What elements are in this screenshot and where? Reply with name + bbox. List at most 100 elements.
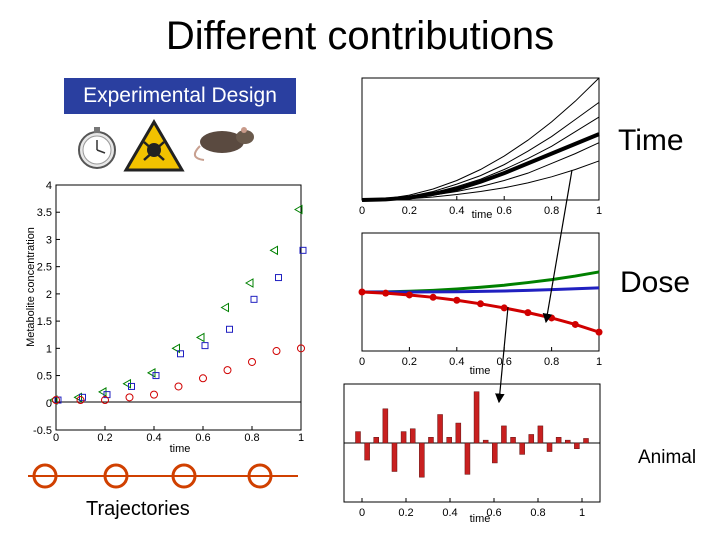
red-dose-marker	[595, 328, 603, 336]
x-tick-label: 0.4	[146, 432, 161, 444]
red-dose-marker	[358, 288, 366, 296]
time-panel: 0 0.2 0.4 0.6 0.8 1 time	[359, 77, 602, 221]
red-circle-point	[248, 357, 256, 366]
animal-bar	[419, 442, 425, 478]
animal-bar	[510, 437, 516, 444]
stopwatch-icon	[78, 127, 116, 169]
animal-bar	[355, 431, 361, 444]
slide-title: Different contributions	[165, 14, 555, 58]
animal-label: Animal	[638, 447, 697, 468]
x-tick-label: 0.8	[244, 432, 259, 444]
green-triangle-point	[269, 245, 278, 256]
trajectory-circle	[32, 463, 58, 489]
x-tick-label: 0.8	[530, 507, 545, 519]
x-tick-label: 0	[53, 432, 59, 444]
time-curve	[361, 101, 600, 201]
blue-square-point	[103, 391, 111, 399]
red-dose-marker	[453, 296, 461, 304]
blue-square-point	[250, 295, 258, 303]
blue-square-point	[177, 350, 184, 358]
y-tick-label: 1	[46, 343, 52, 355]
trajectory-circle	[247, 463, 273, 489]
red-dose-marker	[382, 289, 390, 297]
time-curve	[361, 132, 600, 202]
animal-panel: 0 0.2 0.4 0.6 0.8 1 time	[343, 383, 601, 525]
red-circle-point	[101, 396, 109, 405]
x-tick-label: 0	[359, 205, 365, 217]
blue-square-point	[152, 372, 160, 380]
animal-bar	[409, 428, 416, 444]
animal-bar	[565, 439, 571, 444]
green-triangle-point	[171, 343, 180, 354]
red-circle-point	[223, 366, 232, 375]
blue-square-point	[201, 342, 209, 350]
red-dose-marker	[571, 320, 579, 328]
x-tick-label: 1	[596, 356, 602, 368]
time-curve	[361, 116, 600, 201]
blue-square-point	[275, 274, 282, 282]
x-tick-label: 0	[359, 356, 365, 368]
animal-bar	[428, 437, 434, 444]
main-axes-frame	[55, 184, 302, 431]
animal-x-label: time	[470, 513, 491, 525]
rat-icon	[193, 127, 254, 161]
x-tick-label: 0.2	[402, 356, 417, 368]
blue-square-point	[79, 393, 86, 401]
x-tick-label: 1	[298, 432, 304, 444]
red-circle-point	[174, 382, 183, 391]
trajectory-circle	[103, 463, 129, 489]
y-tick-label: 0.5	[37, 371, 52, 383]
green-triangle-point	[293, 204, 303, 215]
red-circle-point	[76, 396, 85, 405]
y-tick-label: 1.5	[37, 316, 52, 328]
blue-square-point	[299, 246, 307, 254]
animal-bar	[519, 442, 525, 455]
red-circle-point	[125, 393, 134, 402]
blue-square-point	[226, 325, 233, 333]
time-to-dose-arrow	[542, 169, 573, 324]
x-tick-label: 0.6	[486, 507, 501, 519]
red-circle-point	[150, 390, 158, 399]
red-dose-marker	[429, 293, 437, 301]
main-x-label: time	[170, 443, 191, 455]
animal-bar	[391, 442, 398, 472]
animal-bar	[537, 425, 544, 444]
red-dose-marker	[500, 304, 508, 312]
x-tick-label: 0.2	[97, 432, 112, 444]
red-dose-line	[361, 290, 600, 334]
time-curve	[361, 160, 600, 201]
red-dose-marker	[548, 314, 556, 322]
dose-panel: 0 0.2 0.4 0.6 0.8 1 time	[358, 232, 603, 377]
time-label: Time	[618, 124, 684, 157]
green-triangle-point	[244, 278, 254, 288]
y-tick-label: 3	[46, 234, 52, 246]
animal-bar	[364, 442, 370, 461]
x-tick-label: 0	[359, 507, 365, 519]
animal-bar	[492, 442, 498, 464]
y-tick-label: 3.5	[37, 207, 52, 219]
time-curve	[361, 77, 600, 201]
green-triangle-point	[195, 332, 205, 343]
y-tick-label: 4	[46, 180, 52, 192]
red-dose-marker	[524, 309, 532, 317]
hazard-icon	[123, 119, 185, 172]
x-tick-label: 0.8	[544, 205, 559, 217]
animal-bar	[473, 391, 480, 444]
x-tick-label: 1	[579, 507, 585, 519]
main-scatter-plot: -0.500.511.522.533.54 0 0.2 0.4 0.6 0.8 1 tim…	[25, 180, 307, 455]
x-tick-label: 0.4	[449, 356, 464, 368]
x-tick-label: 0.2	[398, 507, 413, 519]
blue-square-point	[128, 382, 135, 390]
green-triangle-point	[220, 302, 229, 313]
x-tick-label: 0.6	[195, 432, 210, 444]
trajectories-label: Trajectories	[86, 498, 190, 520]
time-x-label: time	[472, 209, 493, 221]
x-tick-label: 0.4	[449, 205, 464, 217]
red-circle-point	[52, 396, 60, 405]
x-tick-label: 0.2	[402, 205, 417, 217]
y-tick-label: 0	[46, 398, 52, 410]
dose-label: Dose	[620, 266, 691, 299]
red-circle-point	[199, 374, 207, 383]
red-circle-point	[272, 347, 281, 356]
dose-x-label: time	[470, 365, 491, 377]
